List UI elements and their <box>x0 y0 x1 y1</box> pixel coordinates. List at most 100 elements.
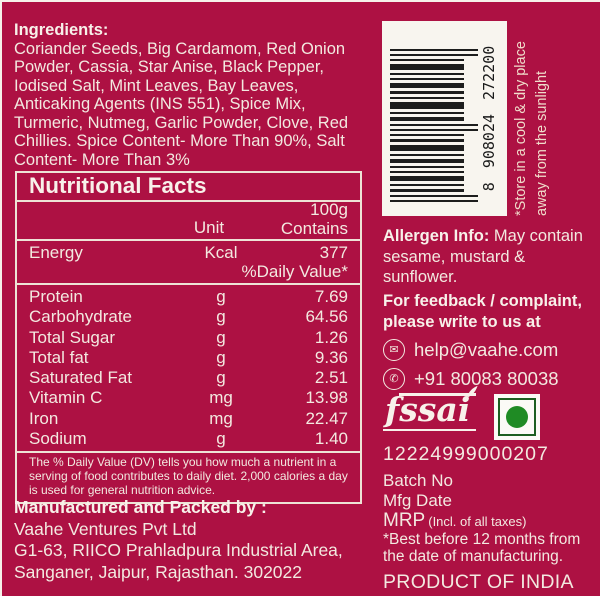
email-address: help@vaahe.com <box>414 338 559 360</box>
ingredients-line: Powder, Cassia, Star Anise, Black Pepper… <box>14 58 324 76</box>
nutrient-value: 1.40 <box>314 429 348 449</box>
nutrient-value: 22.47 <box>305 408 348 428</box>
nutrient-label: Saturated Fat <box>29 368 133 388</box>
ingredients-section: Ingredients: Coriander Seeds, Big Cardam… <box>14 21 348 169</box>
left-edge-line <box>0 0 2 596</box>
table-row: Total fat g 9.36 <box>17 348 360 368</box>
fssai-overline <box>399 393 477 396</box>
nutrient-unit: g <box>216 307 226 327</box>
energy-row: Energy Kcal 377 <box>17 243 360 263</box>
ingredients-line: Coriander Seeds, Big Cardamom, Red Onion <box>14 39 346 58</box>
table-row: Total Sugar g 1.26 <box>17 328 360 348</box>
nutrient-value: 2.51 <box>314 368 348 388</box>
nutrient-value: 13.98 <box>305 388 348 408</box>
top-edge-line <box>0 0 600 2</box>
nutrient-unit: g <box>216 287 226 306</box>
veg-mark-frame <box>498 398 536 436</box>
nutrient-value: 1.26 <box>314 327 348 347</box>
veg-mark-dot <box>506 406 528 428</box>
barcode-number: 8 908024 272200 <box>480 45 498 192</box>
allergen-heading-rest: May contain <box>489 227 583 245</box>
storage-note: *Store in a cool & dry place away from t… <box>511 21 559 216</box>
best-before-line1: *Best before 12 months from <box>383 531 581 548</box>
email-row: ✉ help@vaahe.com <box>383 339 582 361</box>
nutrient-label: Energy <box>29 243 83 262</box>
nutrient-label: Iron <box>29 408 59 428</box>
nutrient-label: Total Sugar <box>29 327 115 347</box>
nutrient-unit: g <box>216 347 226 367</box>
barcode: 8 908024 272200 <box>382 21 507 216</box>
unit-column-header: Unit <box>193 218 225 237</box>
manufacturer-section: Manufactured and Packed by : Vaahe Ventu… <box>14 497 343 583</box>
manufacturer-heading: Manufactured and Packed by : <box>14 497 267 517</box>
fssai-logo-text: fssai <box>385 390 471 429</box>
manufacturer-name: Vaahe Ventures Pvt Ltd <box>14 518 197 539</box>
nutrient-unit: g <box>216 429 226 449</box>
nutrition-facts-title: Nutritional Facts <box>17 173 360 202</box>
feedback-section: For feedback / complaint, please write t… <box>383 291 582 390</box>
nutrient-label: Carbohydrate <box>29 307 133 327</box>
ingredients-line: Content- More Than 3% <box>14 150 190 169</box>
mrp-line: MRP (Incl. of all taxes) <box>383 511 580 532</box>
nutrition-table-header: Unit 100g Contains <box>17 200 360 241</box>
fssai-license-number: 12224999000207 <box>383 443 549 465</box>
nutrient-unit: mg <box>209 388 233 408</box>
barcode-rotated-inner: 8 908024 272200 <box>382 21 507 216</box>
nutrient-value: 64.56 <box>305 307 348 327</box>
nutrient-label: Sodium <box>29 429 87 449</box>
allergen-heading: Allergen Info: <box>383 227 490 245</box>
manufacturer-address-line1: G1-63, RIICO Prahladpura Industrial Area… <box>14 540 343 560</box>
mfg-date-label: Mfg Date <box>383 491 452 510</box>
feedback-line1: For feedback / complaint, <box>383 292 582 310</box>
table-row: Iron mg 22.47 <box>17 409 360 429</box>
nutrient-label: Protein <box>29 287 83 306</box>
amount-header-line1: 100g <box>310 200 348 219</box>
nutrient-label: Total fat <box>29 347 89 367</box>
product-of-india-label: PRODUCT OF INDIA <box>383 570 574 593</box>
declarations-section: Batch No Mfg Date MRP (Incl. of all taxes… <box>383 471 580 593</box>
leaf-icon <box>467 385 478 398</box>
phone-number: +91 80083 80038 <box>414 367 559 389</box>
batch-no-label: Batch No <box>383 471 453 490</box>
nutrient-value: 9.36 <box>314 347 348 367</box>
daily-value-footnote: The % Daily Value (DV) tells you how muc… <box>29 455 348 497</box>
ingredients-heading: Ingredients: <box>14 21 109 39</box>
envelope-icon: ✉ <box>383 339 405 361</box>
phone-row: ✆ +91 80083 80038 <box>383 368 582 390</box>
ingredients-line: Anticaking Agents (INS 551), Spice Mix, <box>14 95 306 113</box>
ingredients-line: Turmeric, Nutmeg, Garlic Powder, Clove, … <box>14 113 349 132</box>
table-row: Sodium g 1.40 <box>17 429 360 449</box>
nutrition-facts-table: Nutritional Facts Unit 100g Contains Ene… <box>15 171 362 504</box>
table-row: Vitamin C mg 13.98 <box>17 388 360 408</box>
nutrient-value: 377 <box>319 243 348 262</box>
table-row: Carbohydrate g 64.56 <box>17 307 360 327</box>
storage-note-line1: *Store in a cool & dry place <box>513 41 529 216</box>
daily-value-note: %Daily Value* <box>241 262 348 281</box>
feedback-line2: please write to us at <box>383 312 541 331</box>
nutrient-label: Vitamin C <box>29 388 103 408</box>
allergen-section: Allergen Info: May contain sesame, musta… <box>383 226 583 288</box>
nutrient-unit: mg <box>209 408 233 428</box>
energy-row-section: Energy Kcal 377 %Daily Value* <box>17 241 360 285</box>
table-row: Saturated Fat g 2.51 <box>17 368 360 388</box>
mrp-label: MRP <box>383 510 426 531</box>
ingredients-line: Iodised Salt, Mint Leaves, Bay Leaves, <box>14 76 299 95</box>
nutrient-unit: Kcal <box>204 243 238 262</box>
amount-header-line2: Contains <box>280 219 348 238</box>
nutrient-rows: Protein g 7.69 Carbohydrate g 64.56 Tota… <box>17 285 360 454</box>
barcode-bars <box>390 49 478 202</box>
ingredients-line: Chillies. Spice Content- More Than 90%, … <box>14 132 345 150</box>
amount-column-header: 100g Contains <box>281 200 348 238</box>
nutrient-unit: g <box>216 327 226 347</box>
allergen-line3: sunflower. <box>383 268 458 286</box>
whatsapp-phone-icon: ✆ <box>383 368 405 390</box>
nutrient-unit: g <box>216 368 226 388</box>
fssai-logo: fssai <box>383 385 478 431</box>
nutrient-value: 7.69 <box>314 287 348 306</box>
allergen-line2: sesame, mustard & <box>383 247 526 266</box>
veg-mark-icon <box>494 394 540 440</box>
storage-note-line2: away from the sunlight <box>534 70 550 216</box>
table-row: Protein g 7.69 <box>17 287 360 307</box>
best-before-line2: the date of manufacturing. <box>383 547 564 565</box>
